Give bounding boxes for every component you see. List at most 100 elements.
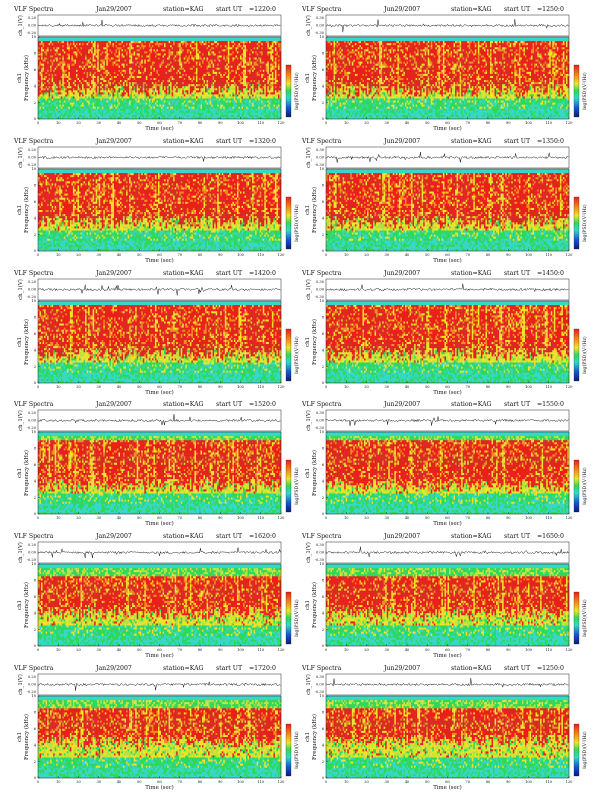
panel-date: Jan29/2007 [95, 6, 132, 13]
spectrogram-cell [40, 96, 42, 98]
spectrogram-cell [49, 78, 51, 80]
spectrogram-cell [65, 109, 67, 111]
spectrogram-cell [49, 113, 51, 115]
spectrogram-cell [52, 107, 54, 109]
spectrogram-cell [50, 55, 52, 57]
spectrogram-cell [41, 82, 43, 84]
spectrogram-cell [61, 86, 63, 88]
spectrogram-cell [41, 70, 43, 72]
spectrogram-cell [41, 62, 43, 64]
spectrogram-cell [43, 58, 45, 60]
spectrogram-cell [44, 72, 46, 74]
spectrogram-cell [49, 70, 51, 72]
spectrogram-cell [46, 64, 48, 66]
spectrogram-cell [56, 96, 58, 98]
spectrogram-cell [52, 76, 54, 78]
spectrogram-cell [50, 90, 52, 92]
spectrogram-cell [55, 39, 57, 41]
spectrogram-cell [40, 49, 42, 51]
spectrogram-cell [46, 41, 48, 43]
spectrogram-cell [46, 115, 48, 117]
spectrogram-cell [50, 60, 52, 62]
spectrogram-cell [59, 86, 61, 88]
spectrogram-cell [64, 103, 66, 105]
spectrogram-cell [50, 45, 52, 47]
spectrogram-cell [64, 51, 66, 53]
spectrogram-cell [43, 84, 45, 86]
spectrogram-cell [46, 74, 48, 76]
spectrogram-cell [46, 82, 48, 84]
spectrogram-cell [52, 105, 54, 107]
spectrogram-cell [56, 72, 58, 74]
spectrogram-cell [58, 86, 60, 88]
spectrogram-cell [64, 84, 66, 86]
spectrogram-cell [43, 101, 45, 103]
spectrogram-cell [59, 47, 61, 49]
spectrogram-cell [62, 99, 64, 101]
spectrogram-cell [53, 109, 55, 111]
spectrogram-cell [41, 115, 43, 117]
spectrogram-column [62, 37, 64, 119]
spectrogram-cell [55, 66, 57, 68]
spectrogram-cell [50, 94, 52, 96]
spectrogram-cell [65, 45, 67, 47]
spectrogram-cell [49, 84, 51, 86]
spectrogram-cell [43, 70, 45, 72]
spectrogram-cell [64, 41, 66, 43]
spectrogram-cell [41, 47, 43, 49]
spectrogram-cell [52, 109, 54, 111]
spectrogram-cell [43, 66, 45, 68]
spectrogram-cell [56, 101, 58, 103]
spectrogram-cell [44, 70, 46, 72]
spectrogram-cell [52, 45, 54, 47]
spectrogram-cell [61, 78, 63, 80]
spectrogram-cell [44, 74, 46, 76]
spectrogram-cell [49, 111, 51, 113]
spectrogram-cell [55, 37, 57, 39]
spectrogram-cell [52, 103, 54, 105]
spectrogram-cell [58, 58, 60, 60]
spectrogram-cell [44, 64, 46, 66]
spectrogram-cell [44, 53, 46, 55]
spectrogram-cell [61, 70, 63, 72]
spectrogram-cell [64, 88, 66, 90]
spectrogram-cell [53, 80, 55, 82]
spectrogram-cell [56, 94, 58, 96]
spectrogram-cell [64, 53, 66, 55]
spectrogram-cell [61, 49, 63, 51]
spectrogram-cell [52, 99, 54, 101]
spectrogram-cell [65, 94, 67, 96]
spectrogram-cell [59, 72, 61, 74]
spectrogram-cell [47, 76, 49, 78]
spectrogram-cell [50, 105, 52, 107]
spectrogram-cell [65, 60, 67, 62]
spectrogram-cell [64, 62, 66, 64]
spectrogram-cell [49, 80, 51, 82]
spectrogram-cell [43, 68, 45, 70]
spectrogram-cell [50, 70, 52, 72]
spectrogram-cell [56, 37, 58, 39]
spectrogram-cell [50, 78, 52, 80]
spectrogram-cell [55, 109, 57, 111]
spectrogram-cell [46, 70, 48, 72]
spectrogram-cell [50, 53, 52, 55]
spectrogram-cell [55, 45, 57, 47]
voltage-trace-box: 0.200.00-0.20ch_1(V) [17, 15, 281, 36]
spectrogram-cell [65, 64, 67, 66]
spectrogram-cell [47, 92, 49, 94]
spectrogram-cell [62, 60, 64, 62]
spectrogram-cell [65, 111, 67, 113]
spectrogram-cell [53, 64, 55, 66]
spectrogram-cell [49, 60, 51, 62]
spectrogram-cell [61, 55, 63, 57]
spectrogram-cell [61, 80, 63, 82]
spectrogram-cell [53, 101, 55, 103]
spectrogram-cell [47, 55, 49, 57]
spectrogram-cell [40, 47, 42, 49]
spectrogram-cell [43, 74, 45, 76]
spectrogram-cell [38, 115, 40, 117]
spectrogram-cell [55, 53, 57, 55]
spectrogram-cell [61, 41, 63, 43]
spectrogram-cell [58, 43, 60, 45]
spectrogram-cell [47, 74, 49, 76]
